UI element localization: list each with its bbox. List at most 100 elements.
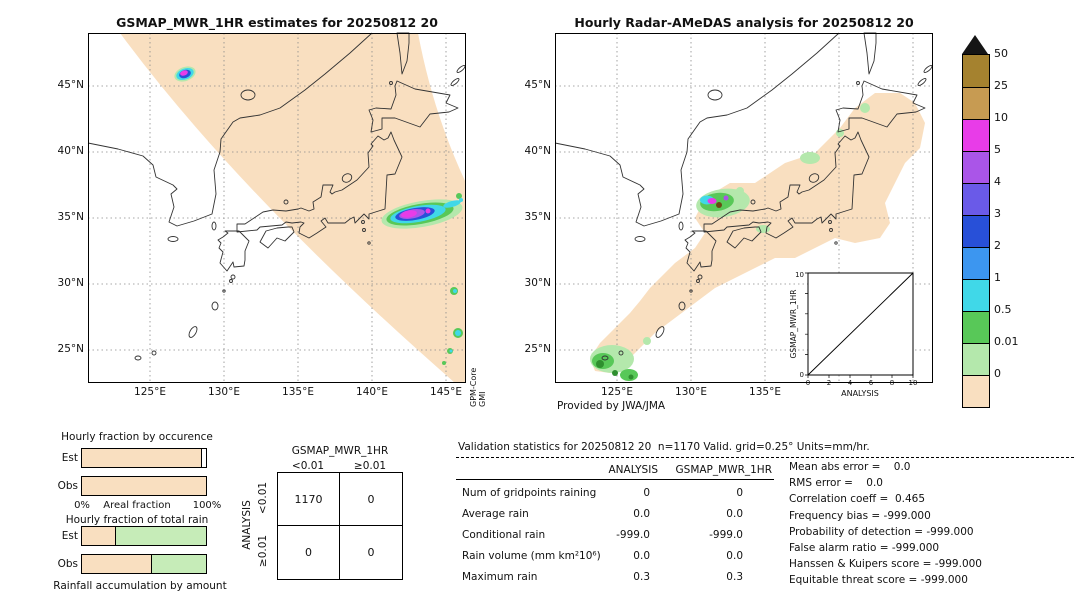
- lon-label: 130°E: [675, 386, 707, 398]
- lat-label: 35°N: [57, 211, 84, 223]
- bar-segment: [115, 527, 206, 545]
- coastlines: [87, 32, 466, 361]
- total-rain-caption: Rainfall accumulation by amount: [53, 580, 227, 592]
- lat-label: 45°N: [524, 79, 551, 91]
- inset-y-label: GSMAP_MWR_1HR: [789, 290, 798, 359]
- radar-analysis-map: 0 2 4 6 8 10 10 0 GSMAP_MWR_1HR ANALYSIS: [554, 32, 934, 398]
- stats-row-gsmap-value: 0: [736, 487, 743, 499]
- stats-row-analysis-value: 0.0: [633, 550, 650, 562]
- lon-label: 125°E: [134, 386, 166, 398]
- colorbar-cell: [963, 119, 989, 151]
- lat-label: 35°N: [524, 211, 551, 223]
- stats-metric: RMS error = 0.0: [789, 477, 883, 489]
- colorbar-label: 2: [994, 239, 1001, 252]
- occurrence-chart-title: Hourly fraction by occurence: [61, 431, 213, 443]
- contingency-col-label: <0.01: [291, 460, 325, 472]
- contingency-row-label: <0.01: [257, 481, 269, 515]
- map-border: [555, 33, 933, 383]
- contingency-cell: 0: [278, 526, 340, 579]
- lat-label: 25°N: [57, 343, 84, 355]
- total-rain-chart-title: Hourly fraction of total rain: [65, 514, 209, 526]
- grid-lines: [88, 33, 466, 383]
- stats-header: Validation statistics for 20250812 20 n=…: [458, 441, 870, 453]
- colorbar-label: 3: [994, 207, 1001, 220]
- lon-label: 135°E: [282, 386, 314, 398]
- occurrence-axis-label: Areal fraction: [103, 500, 171, 511]
- stats-row-label: Maximum rain: [462, 571, 538, 583]
- colorbar-cell: [963, 311, 989, 343]
- colorbar-cell: [963, 183, 989, 215]
- bar-segment: [82, 477, 206, 495]
- occurrence-axis-max: 100%: [192, 500, 222, 511]
- stats-row-gsmap-value: -999.0: [709, 529, 743, 541]
- lon-label: 130°E: [208, 386, 240, 398]
- bar-segment: [82, 449, 202, 467]
- colorbar-label: 4: [994, 175, 1001, 188]
- colorbar-label: 50: [994, 47, 1008, 60]
- lat-label: 25°N: [524, 343, 551, 355]
- total-rain-obs-bar: [81, 554, 207, 574]
- total-rain-est-label: Est: [61, 530, 78, 542]
- radar-coverage-field: [590, 93, 925, 373]
- gsmap-estimate-map: [87, 32, 466, 383]
- bar-segment: [82, 555, 151, 573]
- lat-label: 40°N: [57, 145, 84, 157]
- stats-row-label: Average rain: [462, 508, 529, 520]
- lat-label: 30°N: [57, 277, 84, 289]
- sensor-label-line2: GMI: [478, 391, 487, 407]
- satellite-swath: [120, 33, 466, 383]
- occurrence-est-label: Est: [61, 452, 78, 464]
- colorbar-cell: [963, 55, 989, 87]
- lon-label: 140°E: [356, 386, 388, 398]
- lon-label: 145°E: [430, 386, 462, 398]
- colorbar-cell: [963, 87, 989, 119]
- stats-row-label: Num of gridpoints raining: [462, 487, 597, 499]
- occurrence-axis-min: 0%: [74, 500, 90, 511]
- scatter-inset: 0 2 4 6 8 10 10 0 GSMAP_MWR_1HR ANALYSIS: [789, 271, 917, 398]
- left-map-title: GSMAP_MWR_1HR estimates for 20250812 20: [116, 15, 438, 30]
- stats-metric: Probability of detection = -999.000: [789, 526, 974, 538]
- lon-label: 125°E: [601, 386, 633, 398]
- right-map-title: Hourly Radar-AMeDAS analysis for 2025081…: [574, 15, 914, 30]
- gsmap-rain-cells: [174, 66, 463, 365]
- sensor-label: GPM-Core GMI: [469, 368, 487, 407]
- lat-label: 40°N: [524, 145, 551, 157]
- lon-label: 135°E: [749, 386, 781, 398]
- contingency-cell: 0: [340, 473, 402, 526]
- bar-segment: [201, 449, 206, 467]
- colorbar-label: 0: [994, 367, 1001, 380]
- stats-metric: Mean abs error = 0.0: [789, 461, 911, 473]
- stats-metric: False alarm ratio = -999.000: [789, 542, 940, 554]
- divider-solid: [456, 479, 774, 480]
- radar-rain-cells: [590, 103, 870, 381]
- stats-metric: Frequency bias = -999.000: [789, 510, 931, 522]
- occurrence-obs-label: Obs: [57, 480, 78, 492]
- contingency-cell: 1170: [278, 473, 340, 526]
- contingency-title: GSMAP_MWR_1HR: [291, 445, 389, 457]
- occurrence-est-bar: [81, 448, 207, 468]
- contingency-cell: 0: [367, 546, 375, 559]
- colorbar-cell: [963, 151, 989, 183]
- inset-ticks: [805, 272, 914, 378]
- stats-row-gsmap-value: 0.3: [726, 571, 743, 583]
- colorbar-cell: [963, 247, 989, 279]
- occurrence-obs-bar: [81, 476, 207, 496]
- bar-segment: [82, 527, 116, 545]
- stats-row-gsmap-value: 0.0: [726, 550, 743, 562]
- contingency-table: 1170 0 0 0: [277, 472, 403, 580]
- stats-metric: Correlation coeff = 0.465: [789, 493, 925, 505]
- contingency-row-label: ≥0.01: [257, 534, 269, 568]
- stats-col-gsmap: GSMAP_MWR_1HR: [675, 464, 772, 476]
- bar-segment: [150, 555, 206, 573]
- inset-x-label: ANALYSIS: [841, 389, 879, 398]
- stats-row-analysis-value: 0.3: [633, 571, 650, 583]
- inset-y-tick-top: 10: [795, 271, 804, 279]
- lat-label: 30°N: [524, 277, 551, 289]
- stats-metric: Hanssen & Kuipers score = -999.000: [789, 558, 982, 570]
- colorbar-overflow-triangle: [962, 35, 988, 54]
- contingency-col-label: ≥0.01: [353, 460, 387, 472]
- stats-row-label: Rain volume (mm km²10⁶): [462, 550, 601, 562]
- stats-row-analysis-value: -999.0: [616, 529, 650, 541]
- colorbar-cell: [963, 215, 989, 247]
